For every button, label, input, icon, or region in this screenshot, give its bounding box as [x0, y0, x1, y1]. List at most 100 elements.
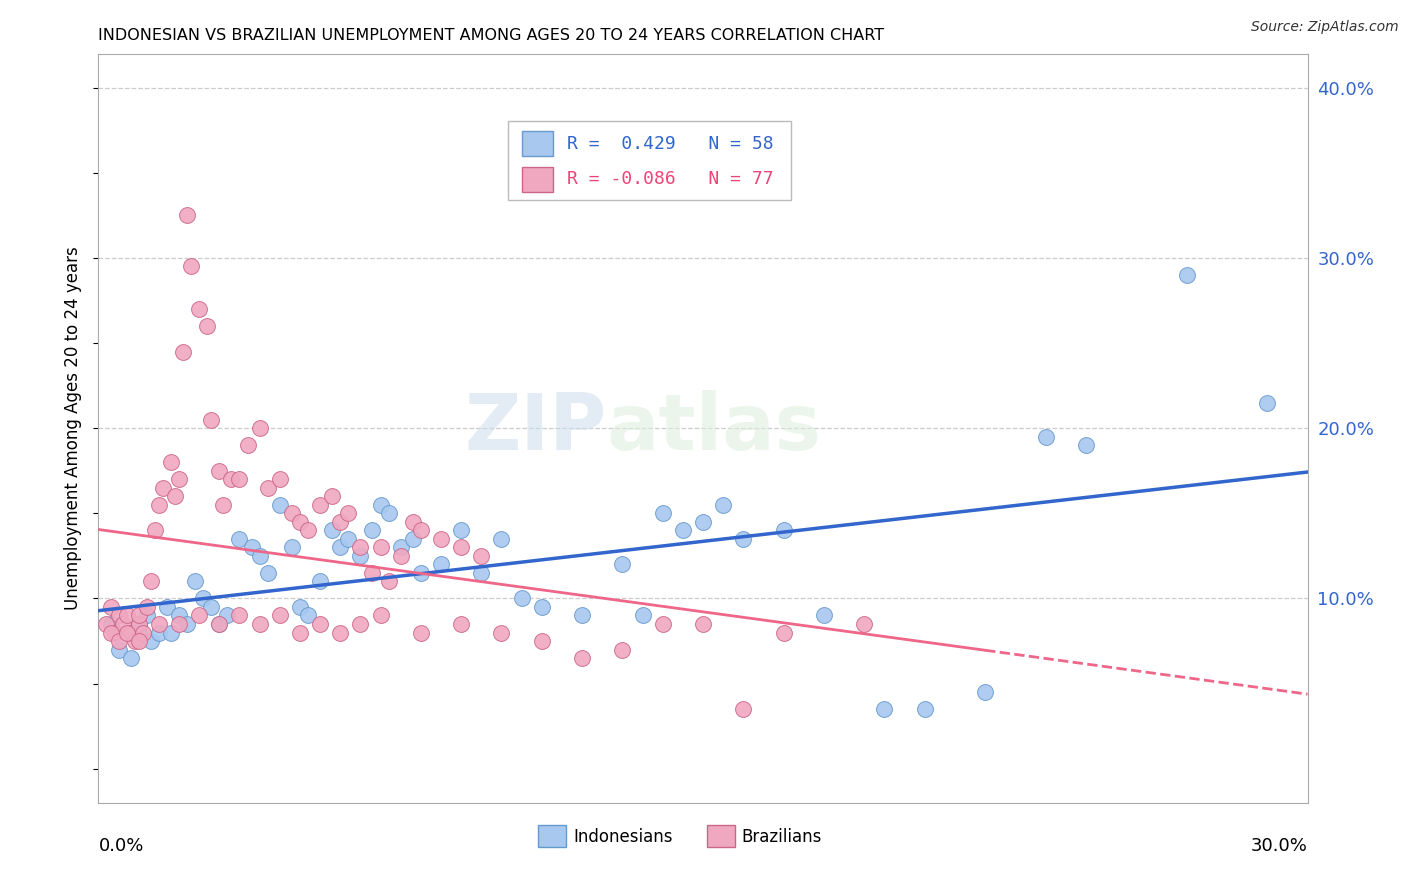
Text: ZIP: ZIP	[464, 390, 606, 467]
Point	[249, 549, 271, 563]
Point	[163, 489, 186, 503]
Point	[321, 489, 343, 503]
Point	[139, 574, 162, 589]
Point	[370, 608, 392, 623]
Point	[571, 608, 593, 623]
Point	[430, 532, 453, 546]
Point	[402, 515, 425, 529]
Point	[107, 634, 129, 648]
Point	[974, 685, 997, 699]
Point	[208, 464, 231, 478]
Point	[321, 524, 343, 538]
Point	[167, 617, 190, 632]
Point	[672, 524, 695, 538]
Point	[228, 532, 250, 546]
Point	[530, 599, 553, 614]
Point	[297, 608, 319, 623]
Point	[914, 702, 936, 716]
Point	[651, 617, 673, 632]
Point	[402, 532, 425, 546]
Point	[510, 591, 533, 606]
Point	[450, 617, 472, 632]
Point	[853, 617, 876, 632]
Point	[115, 608, 138, 623]
Point	[212, 498, 235, 512]
Point	[128, 617, 150, 632]
Point	[450, 541, 472, 555]
Point	[249, 617, 271, 632]
Point	[96, 617, 118, 632]
Text: 30.0%: 30.0%	[1251, 837, 1308, 855]
Point	[240, 541, 263, 555]
Point	[377, 506, 399, 520]
Point	[167, 608, 190, 623]
Point	[651, 506, 673, 520]
Point	[612, 558, 634, 572]
Point	[491, 625, 513, 640]
Point	[711, 498, 734, 512]
Point	[409, 524, 432, 538]
Point	[107, 608, 129, 623]
Y-axis label: Unemployment Among Ages 20 to 24 years: Unemployment Among Ages 20 to 24 years	[65, 246, 83, 610]
Point	[269, 472, 291, 486]
Point	[1175, 268, 1198, 282]
Point	[120, 651, 142, 665]
Point	[195, 318, 218, 333]
Point	[135, 599, 157, 614]
Point	[100, 625, 122, 640]
Point	[184, 574, 207, 589]
Point	[389, 549, 412, 563]
Point	[188, 301, 211, 316]
Point	[288, 625, 311, 640]
Point	[309, 498, 332, 512]
Point	[128, 634, 150, 648]
Point	[1035, 430, 1057, 444]
Point	[128, 608, 150, 623]
Point	[132, 625, 155, 640]
Point	[349, 541, 371, 555]
Point	[1074, 438, 1097, 452]
Point	[217, 608, 239, 623]
Text: atlas: atlas	[606, 390, 821, 467]
Point	[361, 566, 384, 580]
Point	[124, 634, 146, 648]
Point	[349, 549, 371, 563]
Point	[269, 498, 291, 512]
Point	[172, 344, 194, 359]
Point	[269, 608, 291, 623]
Point	[111, 617, 134, 632]
Point	[143, 524, 166, 538]
Point	[772, 625, 794, 640]
Point	[450, 524, 472, 538]
Point	[221, 472, 243, 486]
Point	[148, 617, 170, 632]
Text: Brazilians: Brazilians	[742, 828, 823, 846]
Point	[128, 617, 150, 632]
Point	[733, 532, 755, 546]
Point	[631, 608, 654, 623]
Point	[377, 574, 399, 589]
Point	[281, 506, 304, 520]
Point	[103, 625, 125, 640]
Point	[256, 481, 278, 495]
Point	[120, 625, 142, 640]
Text: R =  0.429   N = 58: R = 0.429 N = 58	[567, 135, 773, 153]
Point	[200, 599, 222, 614]
Point	[1256, 395, 1278, 409]
Point	[389, 541, 412, 555]
Point	[349, 617, 371, 632]
Point	[288, 515, 311, 529]
Text: Source: ZipAtlas.com: Source: ZipAtlas.com	[1251, 20, 1399, 34]
Point	[430, 558, 453, 572]
Point	[470, 549, 492, 563]
Point	[772, 524, 794, 538]
Point	[281, 541, 304, 555]
Point	[329, 625, 352, 640]
Point	[100, 617, 122, 632]
Point	[491, 532, 513, 546]
Point	[135, 608, 157, 623]
Point	[733, 702, 755, 716]
Point	[193, 591, 215, 606]
Point	[309, 617, 332, 632]
Point	[370, 498, 392, 512]
